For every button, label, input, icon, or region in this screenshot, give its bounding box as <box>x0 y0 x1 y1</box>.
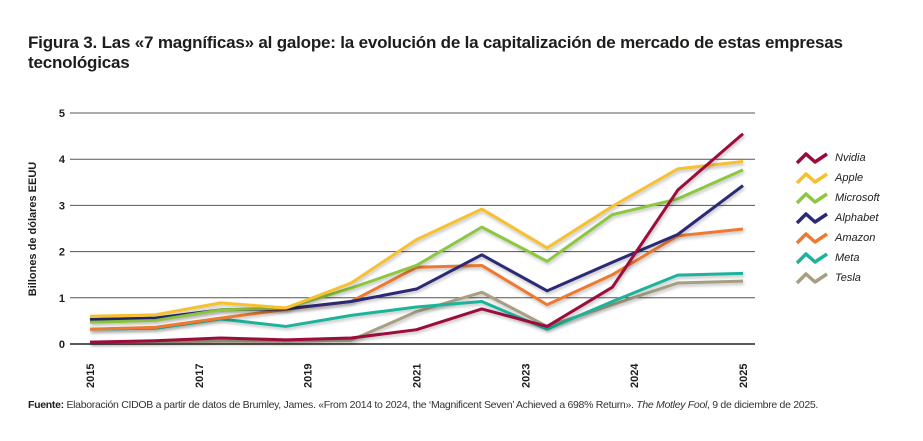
series-line-microsoft <box>89 168 744 324</box>
legend-item-microsoft: Microsoft <box>795 188 880 208</box>
legend-label: Microsoft <box>835 192 880 204</box>
y-tick-label: 5 <box>59 108 65 120</box>
legend-item-alphabet: Alphabet <box>795 208 880 228</box>
source-publication: The Motley Fool <box>636 399 708 411</box>
legend-swatch-icon <box>795 232 828 245</box>
chart-title: Figura 3. Las «7 magníficas» al galope: … <box>28 33 843 72</box>
legend-item-tesla: Tesla <box>795 268 880 288</box>
x-tick-label: 2025 <box>738 364 750 388</box>
x-tick-label: 2015 <box>85 364 97 388</box>
y-tick-label: 4 <box>59 154 66 166</box>
y-tick-label: 2 <box>59 247 65 259</box>
x-tick-label: 2017 <box>194 364 206 388</box>
legend-item-apple: Apple <box>795 168 880 188</box>
legend-item-amazon: Amazon <box>795 228 880 248</box>
legend-label: Apple <box>835 172 864 184</box>
source-text: Elaboración CIDOB a partir de datos de B… <box>63 399 637 411</box>
x-tick-label: 2019 <box>303 364 315 388</box>
legend-swatch-icon <box>795 152 828 165</box>
x-tick-label: 2023 <box>520 364 532 388</box>
source-note: Fuente: Elaboración CIDOB a partir de da… <box>28 399 818 411</box>
legend-item-nvidia: Nvidia <box>795 148 880 168</box>
legend-item-meta: Meta <box>795 248 880 268</box>
legend-label: Tesla <box>835 272 861 284</box>
legend-swatch-icon <box>795 252 828 265</box>
legend-label: Nvidia <box>835 152 866 164</box>
legend-label: Alphabet <box>835 212 879 224</box>
source-label: Fuente: <box>28 399 64 411</box>
series-line-meta <box>89 271 744 331</box>
legend: Nvidia Apple Microsoft Alphabet Amazon Meta Te… <box>795 148 880 288</box>
legend-label: Meta <box>835 252 860 264</box>
source-date: , 9 de diciembre de 2025. <box>707 399 819 411</box>
legend-swatch-icon <box>795 212 828 225</box>
x-tick-label: 2024 <box>629 363 641 388</box>
y-tick-label: 0 <box>59 339 65 351</box>
legend-swatch-icon <box>795 272 828 285</box>
legend-label: Amazon <box>835 232 876 244</box>
legend-swatch-icon <box>795 192 828 205</box>
y-tick-label: 3 <box>59 200 65 212</box>
y-tick-label: 1 <box>59 293 65 305</box>
x-tick-label: 2021 <box>412 364 424 388</box>
legend-swatch-icon <box>795 172 828 185</box>
y-axis-label: Billones de dólares EEUU <box>27 162 39 297</box>
